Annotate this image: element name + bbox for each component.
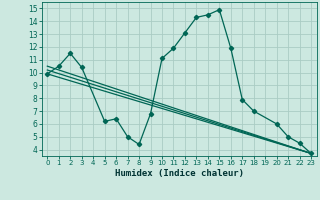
X-axis label: Humidex (Indice chaleur): Humidex (Indice chaleur): [115, 169, 244, 178]
